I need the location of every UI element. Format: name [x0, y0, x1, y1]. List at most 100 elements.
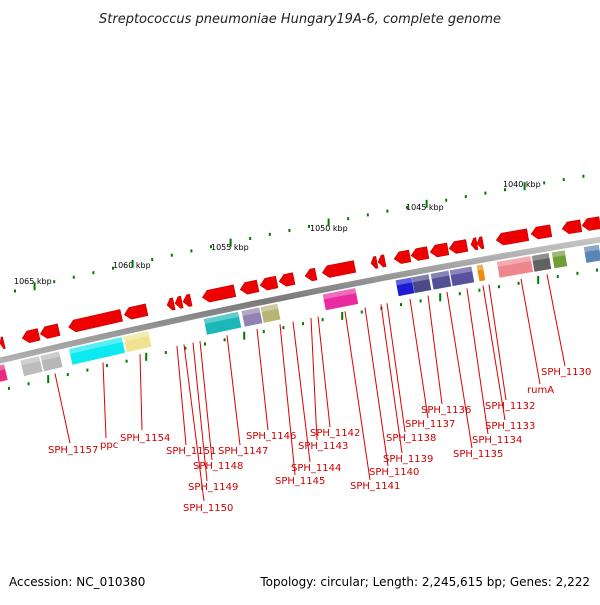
map-title: Streptococcus pneumoniae Hungary19A-6, c…	[99, 12, 501, 27]
gene-label-sph1143[interactable]: SPH_1143	[298, 441, 348, 452]
minor-tick	[164, 351, 167, 354]
gene-arrow	[377, 254, 387, 268]
label-leader-line	[176, 345, 187, 446]
label-leader-line	[102, 362, 107, 439]
gene-label-sph1137[interactable]: SPH_1137	[405, 419, 455, 430]
kbp-label-1040: 1040 kbp	[503, 180, 541, 189]
major-tick	[537, 275, 540, 284]
feature-box	[123, 331, 152, 353]
gene-label-sph1146[interactable]: SPH_1146	[246, 431, 296, 442]
major-tick	[523, 182, 526, 191]
feature-box	[430, 270, 452, 290]
feature-box	[531, 253, 552, 272]
gene-label-sph1147[interactable]: SPH_1147	[218, 446, 268, 457]
minor-tick	[262, 330, 265, 334]
label-leader-line	[520, 278, 541, 385]
gene-label-ppc[interactable]: ppc	[100, 440, 118, 451]
minor-tick	[478, 288, 481, 292]
gene-label-sph1136[interactable]: SPH_1136	[421, 405, 471, 416]
gene-label-sph1149[interactable]: SPH_1149	[188, 482, 238, 493]
label-leader-line	[256, 328, 269, 431]
feature-box-highlight	[20, 356, 41, 366]
feature-box-highlight	[496, 256, 532, 267]
minor-tick	[268, 232, 271, 236]
minor-tick	[576, 271, 579, 275]
label-leader-line	[488, 284, 507, 401]
gene-arrow	[495, 228, 530, 246]
label-leader-line	[192, 342, 208, 482]
lower-ticks	[8, 268, 598, 390]
gene-label-sph1134[interactable]: SPH_1134	[472, 435, 522, 446]
minor-tick	[498, 285, 500, 289]
gene-label-sph1141[interactable]: SPH_1141	[350, 481, 400, 492]
gene-label-sph1148[interactable]: SPH_1148	[193, 461, 243, 472]
feature-box	[583, 244, 600, 263]
gene-label-sph1139[interactable]: SPH_1139	[383, 454, 433, 465]
feature-box	[203, 311, 242, 335]
gene-arrow	[429, 242, 450, 258]
gene-arrow	[0, 336, 6, 350]
minor-tick	[302, 322, 304, 326]
label-leader-line	[466, 288, 489, 435]
minor-tick	[556, 275, 559, 279]
minor-tick	[92, 271, 95, 275]
gene-label-sph1140[interactable]: SPH_1140	[369, 467, 419, 478]
minor-tick	[308, 224, 310, 228]
gene-label-sph1154[interactable]: SPH_1154	[120, 433, 170, 444]
gene-arrow	[370, 255, 379, 269]
minor-tick	[596, 268, 598, 272]
minor-tick	[14, 289, 16, 293]
feature-box	[20, 356, 43, 377]
major-tick	[131, 259, 134, 268]
feature-box-highlight	[68, 337, 123, 354]
gene-label-sph1132[interactable]: SPH_1132	[485, 401, 535, 412]
minor-tick	[204, 342, 206, 346]
label-leader-line	[409, 298, 429, 419]
gene-label-sph1151[interactable]: SPH_1151	[166, 446, 216, 457]
feature-box-highlight	[203, 311, 239, 324]
gene-label-ruma[interactable]: rumA	[527, 385, 554, 396]
gene-label-sph1135[interactable]: SPH_1135	[453, 449, 503, 460]
minor-tick	[484, 191, 487, 195]
accession-text: Accession: NC_010380	[9, 575, 145, 589]
major-tick	[327, 218, 330, 227]
gene-label-sph1138[interactable]: SPH_1138	[386, 433, 436, 444]
kbp-label-1045: 1045 kbp	[406, 203, 444, 212]
label-leader-line	[310, 317, 318, 441]
gene-track	[0, 216, 600, 350]
label-leader-line	[292, 321, 311, 463]
minor-tick	[184, 346, 187, 350]
minor-tick	[249, 237, 252, 240]
gene-label-sph1130[interactable]: SPH_1130	[541, 367, 591, 378]
gene-label-sph1145[interactable]: SPH_1145	[275, 476, 325, 487]
gene-label-sph1144[interactable]: SPH_1144	[291, 463, 341, 474]
feature-box	[496, 256, 534, 278]
kbp-label-1065: 1065 kbp	[14, 277, 52, 286]
gene-arrow	[202, 284, 237, 303]
label-leader-line	[546, 274, 566, 367]
gene-label-sph1157[interactable]: SPH_1157	[48, 445, 98, 456]
minor-tick	[386, 209, 389, 213]
gene-label-sph1133[interactable]: SPH_1133	[485, 421, 535, 432]
label-leader-line	[344, 311, 371, 481]
minor-tick	[406, 205, 408, 209]
minor-tick	[151, 258, 154, 261]
gene-arrow	[530, 224, 553, 240]
feature-box-highlight	[430, 270, 450, 279]
major-tick	[47, 375, 50, 384]
gene-arrow	[166, 297, 176, 311]
gene-arrow	[123, 303, 149, 320]
minor-tick	[366, 213, 369, 217]
minor-tick	[464, 195, 467, 199]
gene-label-sph1142[interactable]: SPH_1142	[310, 428, 360, 439]
label-leader-line	[364, 307, 389, 467]
gene-label-sph1150[interactable]: SPH_1150	[183, 503, 233, 514]
minor-tick	[125, 359, 128, 363]
label-leader-line	[199, 341, 213, 461]
gene-arrow	[476, 236, 485, 250]
scale-ticks	[14, 174, 585, 293]
label-leader-line	[482, 285, 506, 421]
gene-arrow	[68, 309, 123, 333]
major-tick	[229, 238, 232, 247]
feature-box	[322, 288, 359, 311]
